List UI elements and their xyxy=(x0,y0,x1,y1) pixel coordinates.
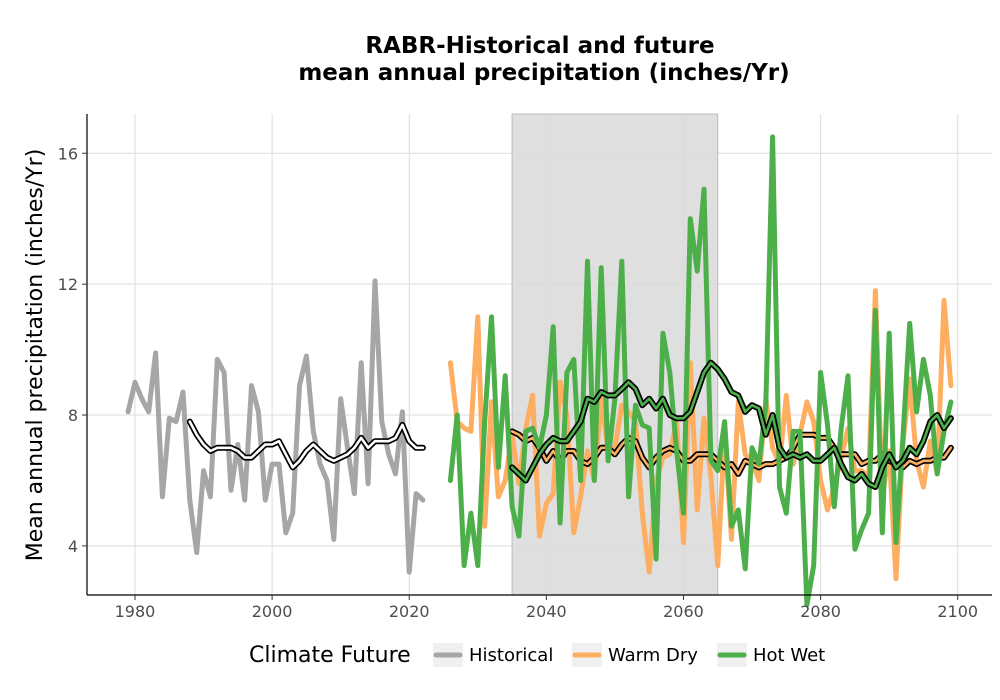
historical-running-mean-line xyxy=(188,420,425,469)
y-axis-title: Mean annual precipitation (inches/Yr) xyxy=(23,149,48,562)
series-layer xyxy=(125,134,954,608)
y-tick-label: 8 xyxy=(68,406,78,425)
x-tick-label: 2000 xyxy=(252,602,293,621)
y-tick-label: 12 xyxy=(58,275,78,294)
x-tick-label: 2080 xyxy=(800,602,841,621)
legend-label-warm-dry: Warm Dry xyxy=(608,645,698,666)
y-tick-label: 16 xyxy=(58,144,78,163)
legend-title: Climate Future xyxy=(249,643,411,668)
legend: Climate Future Historical Warm Dry Hot Wet xyxy=(249,643,825,668)
tick-labels: 1980 2000 2020 2040 2060 2080 2100 4 8 12 16 xyxy=(58,144,978,621)
axes xyxy=(82,114,992,600)
x-tick-label: 2040 xyxy=(526,602,567,621)
x-tick-label: 1980 xyxy=(115,602,156,621)
chart-title-line-2: mean annual precipitation (inches/Yr) xyxy=(298,60,789,86)
hot-wet-running-mean-line xyxy=(510,361,953,489)
hot-wet-line xyxy=(447,134,954,608)
y-tick-label: 4 xyxy=(68,537,78,556)
legend-label-historical: Historical xyxy=(469,645,553,666)
historical-line xyxy=(125,278,426,575)
x-tick-label: 2020 xyxy=(389,602,430,621)
legend-label-hot-wet: Hot Wet xyxy=(753,645,825,666)
x-tick-label: 2100 xyxy=(937,602,978,621)
x-tick-label: 2060 xyxy=(663,602,704,621)
chart-title-line-1: RABR-Historical and future xyxy=(365,33,714,59)
